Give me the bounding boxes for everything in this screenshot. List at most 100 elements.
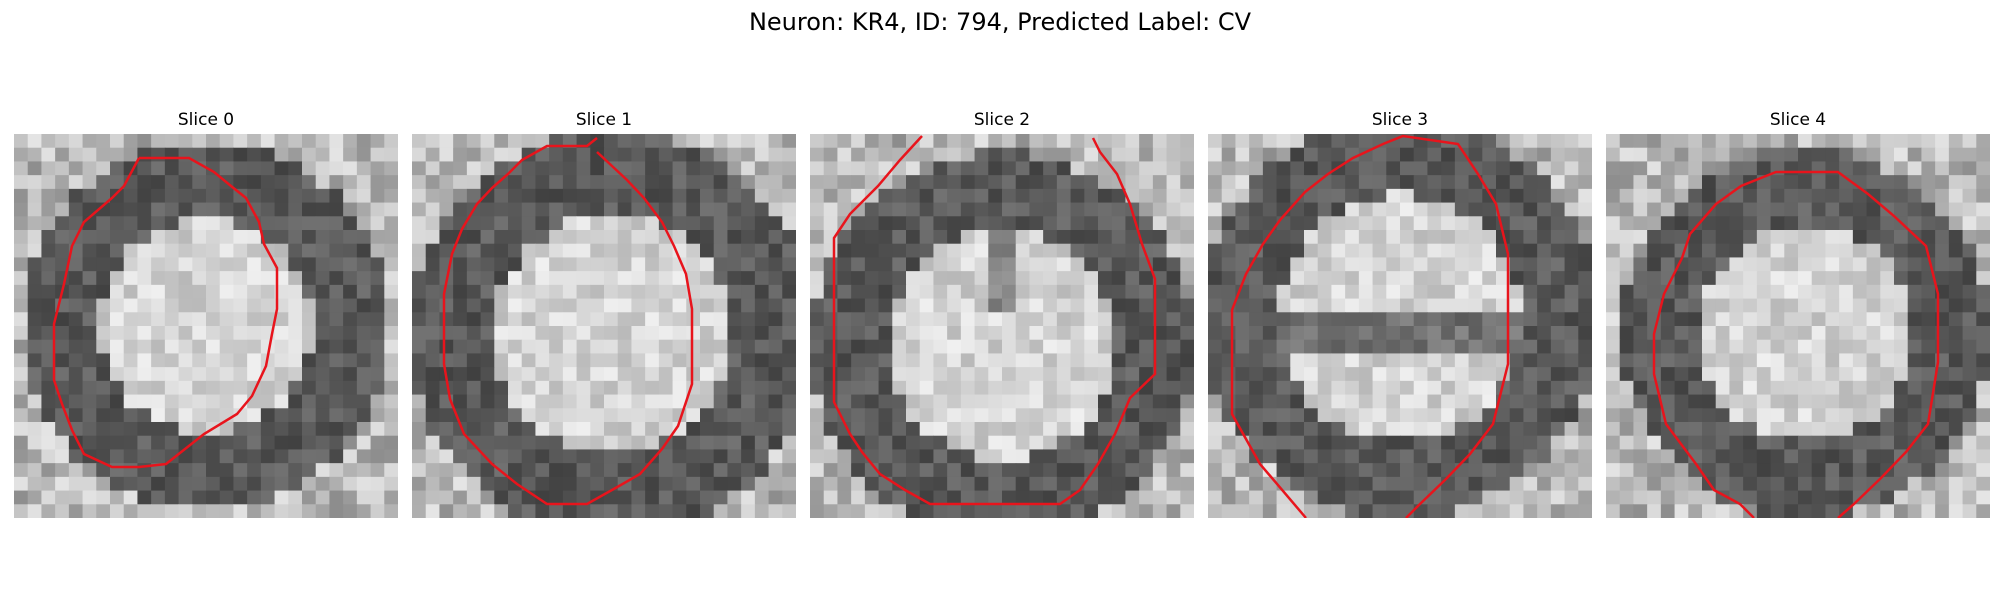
pixel	[137, 134, 151, 148]
pixel	[1688, 367, 1702, 381]
pixel	[1414, 353, 1428, 367]
pixel	[1029, 312, 1043, 326]
pixel	[1647, 148, 1661, 162]
pixel	[343, 477, 357, 491]
pixel	[1949, 367, 1963, 381]
pixel	[1029, 134, 1043, 148]
pixel	[975, 134, 989, 148]
pixel	[1469, 148, 1483, 162]
pixel	[1908, 395, 1922, 409]
pixel	[1606, 408, 1620, 422]
pixel	[892, 491, 906, 505]
pixel	[631, 271, 645, 285]
pixel	[1222, 175, 1236, 189]
pixel	[1702, 436, 1716, 450]
pixel	[1427, 340, 1441, 354]
pixel	[920, 161, 934, 175]
pixel	[1935, 477, 1949, 491]
pixel	[14, 504, 28, 518]
pixel	[1894, 271, 1908, 285]
pixel	[1578, 367, 1592, 381]
pixel	[206, 491, 220, 505]
pixel	[727, 395, 741, 409]
pixel	[1304, 230, 1318, 244]
pixel	[206, 326, 220, 340]
pixel	[179, 422, 193, 436]
pixel	[1716, 477, 1730, 491]
pixel	[1523, 216, 1537, 230]
pixel	[1222, 134, 1236, 148]
pixel	[947, 230, 961, 244]
pixel	[481, 244, 495, 258]
pixel	[1427, 381, 1441, 395]
pixel	[1441, 436, 1455, 450]
pixel	[522, 340, 536, 354]
slice-title: Slice 4	[1606, 108, 1990, 132]
pixel	[1620, 422, 1634, 436]
pixel	[83, 257, 97, 271]
pixel	[1839, 422, 1853, 436]
pixel	[1825, 189, 1839, 203]
pixel	[947, 408, 961, 422]
pixel	[1812, 134, 1826, 148]
pixel	[549, 271, 563, 285]
pixel	[110, 408, 124, 422]
pixel	[1921, 299, 1935, 313]
pixel	[467, 491, 481, 505]
pixel	[1976, 504, 1990, 518]
pixel	[1647, 504, 1661, 518]
pixel	[933, 367, 947, 381]
pixel	[1729, 436, 1743, 450]
pixel	[975, 449, 989, 463]
pixel	[659, 504, 673, 518]
pixel	[1304, 312, 1318, 326]
pixel	[1935, 203, 1949, 217]
pixel	[1071, 367, 1085, 381]
pixel	[179, 134, 193, 148]
pixel	[247, 477, 261, 491]
pixel	[1675, 367, 1689, 381]
pixel	[1016, 271, 1030, 285]
pixel	[563, 271, 577, 285]
pixel	[1771, 189, 1785, 203]
pixel	[192, 244, 206, 258]
pixel	[357, 203, 371, 217]
pixel	[563, 285, 577, 299]
pixel	[1729, 203, 1743, 217]
pixel	[1729, 340, 1743, 354]
pixel	[1949, 175, 1963, 189]
pixel	[1084, 408, 1098, 422]
pixel	[343, 134, 357, 148]
pixel	[604, 189, 618, 203]
pixel	[1894, 395, 1908, 409]
pixel	[1606, 422, 1620, 436]
pixel	[206, 436, 220, 450]
pixel	[412, 491, 426, 505]
pixel	[1098, 244, 1112, 258]
pixel	[1620, 134, 1634, 148]
pixel	[1373, 244, 1387, 258]
pixel	[851, 340, 865, 354]
pixel	[659, 189, 673, 203]
pixel	[1043, 422, 1057, 436]
pixel	[906, 203, 920, 217]
pixel	[1125, 312, 1139, 326]
pixel	[1496, 148, 1510, 162]
pixel	[961, 449, 975, 463]
pixel	[755, 367, 769, 381]
pixel	[1167, 477, 1181, 491]
pixel	[1894, 504, 1908, 518]
pixel	[1976, 463, 1990, 477]
pixel	[1688, 422, 1702, 436]
pixel	[96, 504, 110, 518]
pixel	[453, 491, 467, 505]
pixel	[988, 353, 1002, 367]
pixel	[28, 189, 42, 203]
pixel	[1784, 353, 1798, 367]
pixel	[604, 326, 618, 340]
pixel	[1469, 367, 1483, 381]
pixel	[1867, 203, 1881, 217]
pixel	[1125, 148, 1139, 162]
pixel	[343, 449, 357, 463]
pixel	[1002, 477, 1016, 491]
